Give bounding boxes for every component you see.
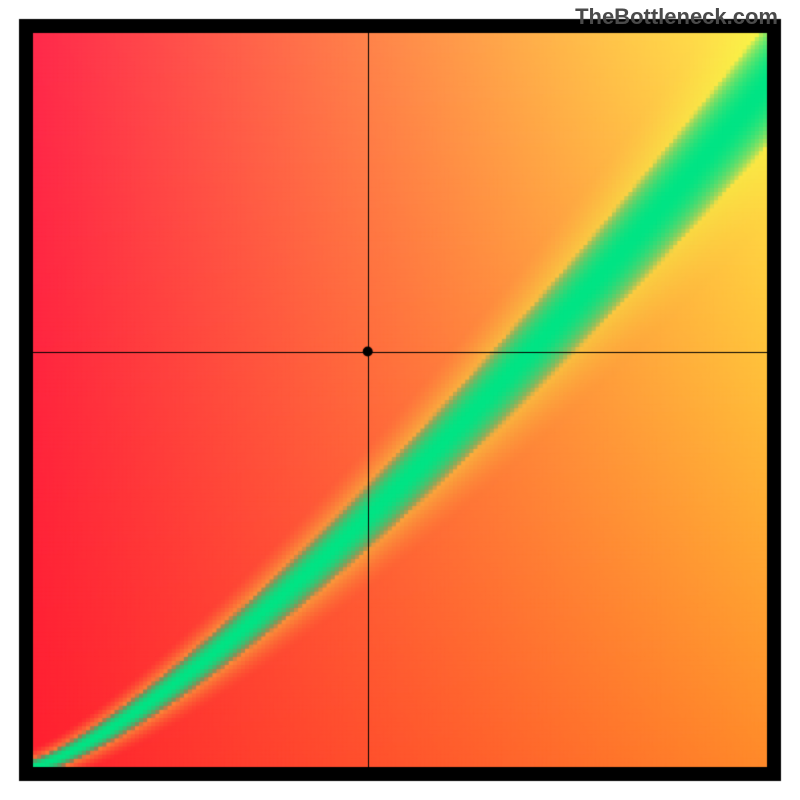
bottleneck-heatmap [0, 0, 800, 800]
watermark-text: TheBottleneck.com [575, 4, 778, 30]
